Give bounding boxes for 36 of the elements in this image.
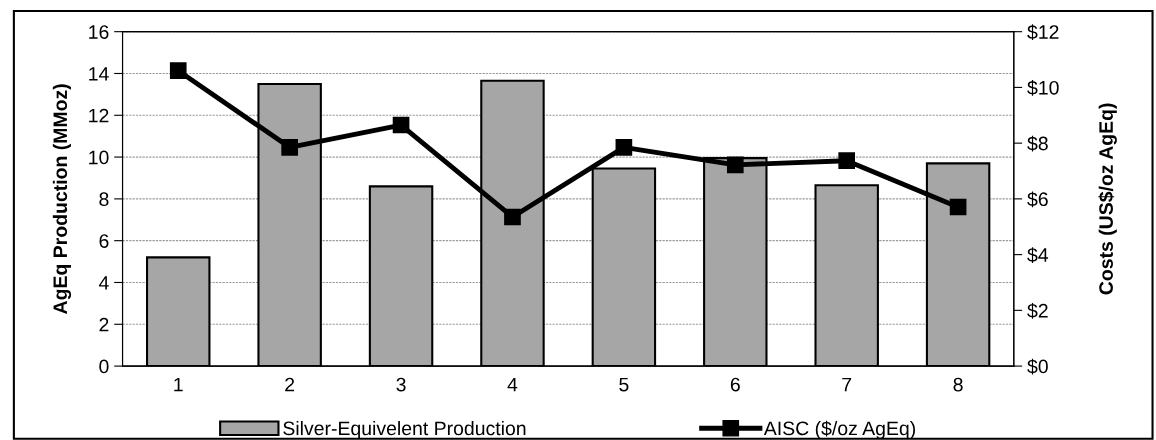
point: [615, 138, 633, 156]
x-tick-label: 8: [953, 377, 963, 392]
y2-tick-label: $12: [1027, 24, 1059, 41]
x-tick-label: 5: [619, 377, 629, 392]
point: [281, 138, 298, 156]
x-tick-label: 2: [285, 377, 295, 392]
y2-tick-label: $2: [1027, 303, 1048, 319]
legend-label: Silver-Equivelent Production: [283, 420, 526, 440]
x-tick-label: 3: [396, 377, 406, 392]
y-tick-label: 10: [89, 150, 109, 165]
y-tick-label: 12: [89, 108, 109, 123]
legend-label: AISC ($/oz AgEq): [763, 420, 916, 440]
point: [949, 198, 967, 216]
y2-axis-title: Costs (US$/oz AgEq): [1098, 103, 1117, 295]
y2-tick-label: $6: [1027, 191, 1048, 208]
x-tick-label: 4: [507, 377, 518, 392]
y-tick-label: 2: [99, 317, 109, 332]
y-tick-label: 0: [99, 359, 109, 374]
y-axis-title: AgEq Production (MMoz): [52, 84, 72, 314]
point: [726, 156, 744, 174]
x-tick-label: 7: [842, 377, 852, 392]
y-tick-label: 6: [99, 234, 109, 248]
y2-tick-label: $8: [1027, 135, 1048, 152]
y-tick-label: 14: [89, 67, 109, 81]
y2-tick-label: $0: [1027, 358, 1048, 375]
point: [838, 152, 856, 170]
x-tick-label: 1: [174, 377, 183, 392]
point: [504, 208, 521, 226]
y-tick-label: 8: [99, 192, 109, 207]
y2-tick-label: $10: [1027, 80, 1059, 96]
x-tick-label: 6: [730, 377, 740, 392]
y-tick-label: 4: [98, 276, 109, 290]
y-tick-label: 16: [89, 25, 109, 39]
point: [169, 62, 187, 80]
point: [392, 116, 410, 134]
y2-tick-label: $4: [1027, 247, 1049, 264]
